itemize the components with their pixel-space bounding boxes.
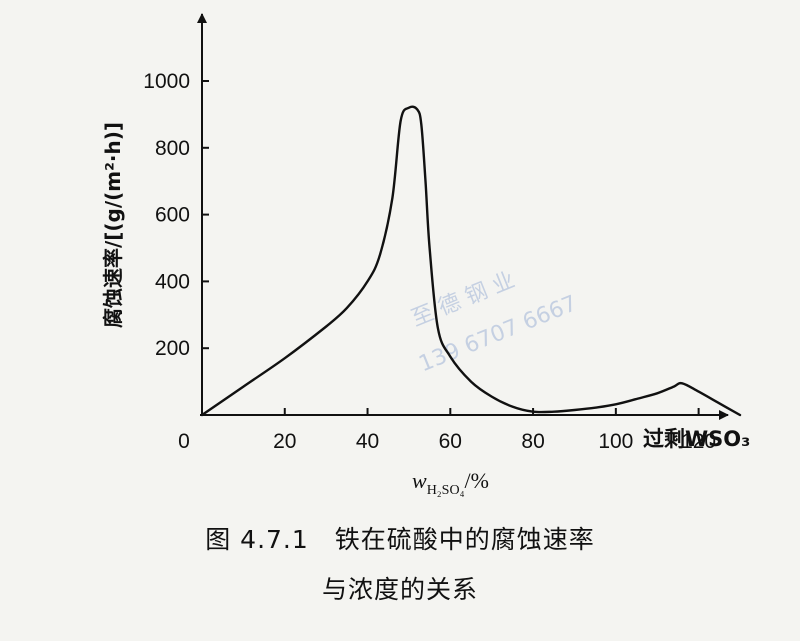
- x-extra-label: 过剩WSO₃: [643, 427, 750, 451]
- x-axis-label-unit: /%: [464, 468, 488, 493]
- x-tick-label: 60: [439, 430, 462, 453]
- x-ticks: 0 20 40 60 80 100 120: [178, 408, 716, 453]
- y-tick-label: 1000: [143, 70, 190, 93]
- x-tick-label: 80: [521, 430, 544, 453]
- y-tick-label: 200: [155, 337, 190, 360]
- x-axis-label-var: w: [412, 468, 427, 493]
- plot-area: 200 400 600 800 1000 0 20 40 60 80 100 120: [143, 13, 742, 453]
- y-tick-label: 800: [155, 137, 190, 160]
- x-axis-label-subscript: H₂SO₄: [427, 483, 465, 498]
- x-tick-label: 0: [178, 430, 190, 453]
- y-tick-label: 600: [155, 204, 190, 227]
- x-axis-label: wH₂SO₄/%: [412, 468, 489, 498]
- x-tick-label: 20: [273, 430, 296, 453]
- x-tick-label: 120: [681, 430, 716, 453]
- series-line-corrosion-rate: [200, 105, 742, 417]
- y-ticks: 200 400 600 800 1000: [143, 70, 209, 360]
- x-tick-label: 40: [356, 430, 379, 453]
- figure-caption-line-1: 图 4.7.1 铁在硫酸中的腐蚀速率: [205, 525, 595, 554]
- x-tick-label: 100: [598, 430, 633, 453]
- y-axis-label: 腐蚀速率/[(g/(m²·h)]: [101, 122, 125, 328]
- watermark: 至 德 钢 业 139 6707 6667: [408, 268, 581, 377]
- y-tick-label: 400: [155, 270, 190, 293]
- figure-caption-line-2: 与浓度的关系: [321, 575, 478, 604]
